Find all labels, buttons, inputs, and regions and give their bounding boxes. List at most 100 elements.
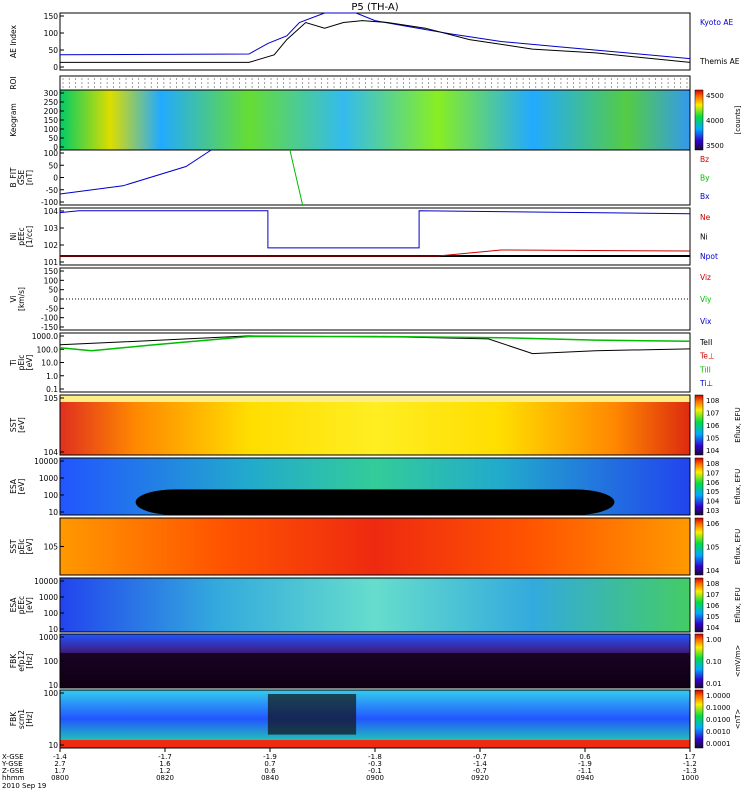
roi-dot (654, 78, 656, 80)
colorbar (694, 633, 704, 689)
roi-dot (484, 86, 486, 88)
y-tick-label: 100 (44, 29, 59, 38)
roi-dot (226, 86, 228, 88)
roi-dot (415, 78, 417, 80)
roi-dot (673, 82, 675, 84)
roi-dot (238, 82, 240, 84)
roi-dot (465, 78, 467, 80)
colorbar-tick-label: 0.10 (706, 658, 722, 666)
roi-dot (421, 78, 423, 80)
y-axis-label: pEEc (17, 596, 26, 614)
roi-dot (81, 78, 83, 80)
legend-label: TeII (699, 338, 712, 347)
roi-dot (421, 86, 423, 88)
roi-dot (295, 78, 297, 80)
roi-dot (566, 82, 568, 84)
roi-dot (289, 82, 291, 84)
roi-dot (339, 78, 341, 80)
roi-dot (283, 82, 285, 84)
heatmap-fill (60, 518, 690, 575)
roi-dot (213, 86, 215, 88)
roi-dot (680, 78, 682, 80)
roi-dot (402, 82, 404, 84)
panel-fbk1: 1000 100 10 FBK efp12 [Hz] 1.00 0.10 0.01 <mV/m> (9, 633, 742, 690)
roi-dot (257, 82, 259, 84)
roi-dot (617, 78, 619, 80)
colorbar-tick-label: 106 (706, 520, 720, 528)
x-row-label: hhmm (2, 774, 25, 782)
roi-dot (106, 86, 108, 88)
roi-dot (629, 82, 631, 84)
roi-dot (346, 82, 348, 84)
x-tick-label: -1.1 (578, 767, 592, 775)
npot-trace (59, 210, 691, 249)
colorbar-label: [counts] (734, 105, 742, 134)
y-tick-label: 50 (48, 161, 58, 170)
roi-dot (106, 82, 108, 84)
roi-dot (320, 78, 322, 80)
roi-dot (81, 82, 83, 84)
y-tick-label: 10.0 (41, 359, 58, 368)
roi-dot (295, 82, 297, 84)
roi-dot (220, 86, 222, 88)
heatmap-fill (60, 578, 690, 632)
roi-dot (383, 82, 385, 84)
roi-dot (157, 78, 159, 80)
x-tick-label: 2.7 (54, 760, 65, 768)
x-tick-label: -1.3 (683, 767, 697, 775)
roi-dot (484, 78, 486, 80)
roi-dot (112, 78, 114, 80)
roi-dot (610, 86, 612, 88)
colorbar-tick-label: 0.0010 (706, 728, 731, 736)
panel-frame (59, 577, 691, 633)
x-tick-label: -0.3 (368, 760, 382, 768)
roi-dot (667, 82, 669, 84)
roi-dot (220, 82, 222, 84)
roi-dot (194, 86, 196, 88)
roi-dot (667, 86, 669, 88)
roi-dot (201, 78, 203, 80)
roi-dot (182, 86, 184, 88)
roi-dot (528, 82, 530, 84)
roi-dot (686, 86, 688, 88)
roi-dot (516, 82, 518, 84)
legend-label: Ti⊥ (699, 379, 713, 388)
y-tick-label: 300 (44, 89, 59, 98)
roi-dot (421, 82, 423, 84)
colorbar-tick-label: 105 (706, 435, 719, 443)
panel-esa2: 10000 1000 100 10 ESA pEEc [eV] 108 107 106 105 104… (9, 577, 742, 634)
y-axis-label: ESA (9, 478, 18, 494)
roi-dot (276, 86, 278, 88)
roi-dot (516, 78, 518, 80)
legend-label: Te⊥ (699, 352, 714, 361)
roi-dot (150, 82, 152, 84)
y-axis-label: Ni (9, 233, 18, 241)
y-tick-label: -150 (41, 323, 58, 332)
roi-dot (636, 82, 638, 84)
roi-dot (169, 82, 171, 84)
heatmap-dark-band (135, 489, 615, 515)
roi-dot (642, 78, 644, 80)
roi-dot (667, 78, 669, 80)
roi-dot (648, 82, 650, 84)
roi-dot (94, 82, 96, 84)
roi-dot (409, 82, 411, 84)
x-row-label: 2010 Sep 19 (2, 782, 46, 790)
x-tick-label: 1000 (681, 774, 699, 782)
roi-dot (232, 78, 234, 80)
roi-dot (371, 82, 373, 84)
roi-dot (434, 82, 436, 84)
colorbar-label: <mV/m> (734, 645, 742, 678)
colorbar (694, 577, 704, 633)
roi-dot (390, 78, 392, 80)
colorbar-tick-label: 1.00 (706, 636, 722, 644)
ne-trace (60, 249, 691, 257)
roi-dot (302, 86, 304, 88)
y-tick-label: 100 (44, 609, 59, 618)
roi-dot (358, 82, 360, 84)
roi-dot (339, 82, 341, 84)
roi-dot (270, 86, 272, 88)
roi-dot (383, 78, 385, 80)
roi-dot (402, 86, 404, 88)
